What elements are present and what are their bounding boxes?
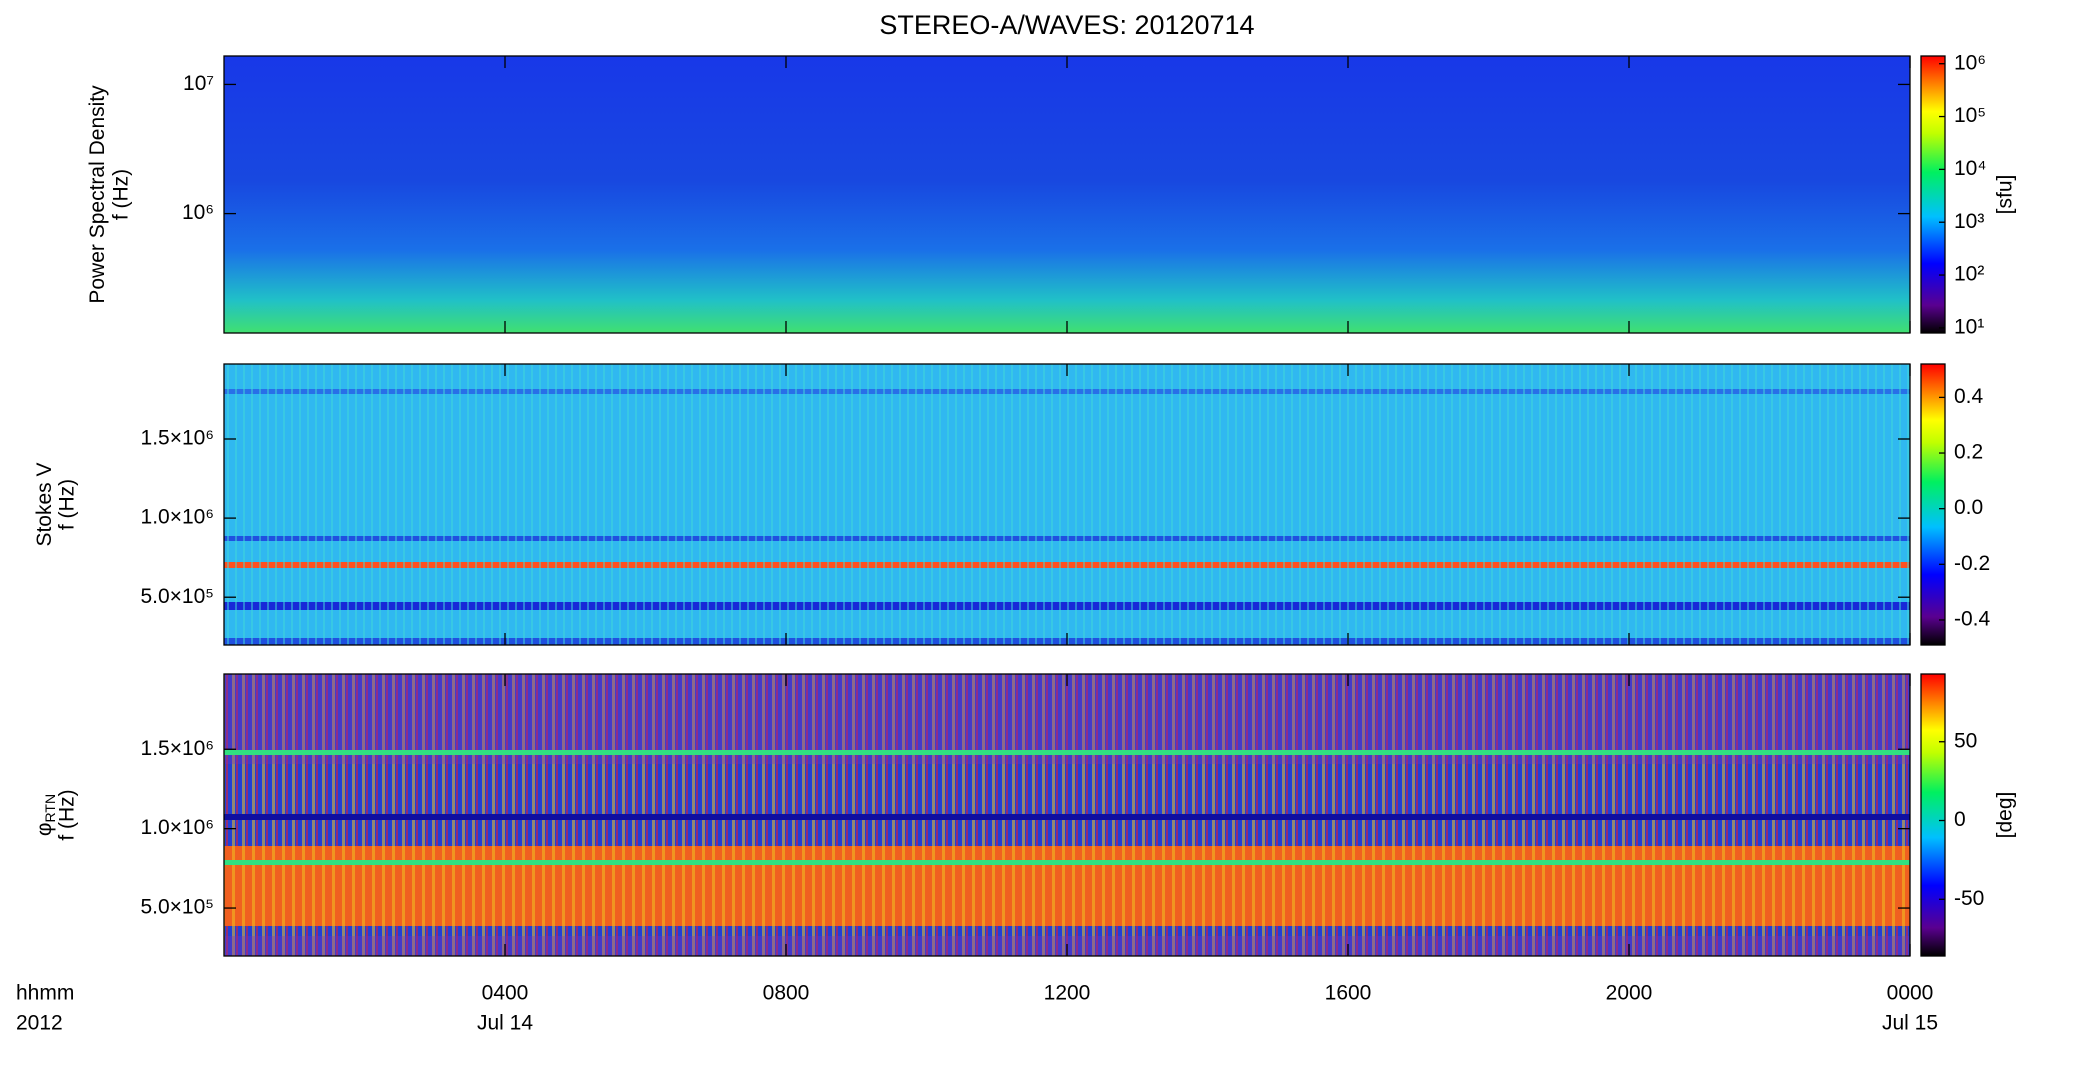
colorbar-tick-label: 10⁴: [1954, 157, 1986, 180]
spectrogram: [224, 364, 1910, 645]
colorbar-frame: [1920, 363, 1946, 646]
chart-title: STEREO-A/WAVES: 20120714: [879, 10, 1254, 40]
x-tick-label: 1600: [1325, 982, 1372, 1005]
colorbar-frame: [1920, 55, 1946, 334]
y-tick-label: 5.0×10⁵: [140, 585, 214, 608]
colorbar-tick-label: 0.4: [1954, 385, 1984, 408]
y-tick-label: 1.5×10⁶: [141, 427, 214, 450]
colorbar: [1921, 364, 1945, 645]
colorbar-frame: [1920, 673, 1946, 957]
spectrogram: [224, 56, 1910, 333]
quantity-subscript: RTN: [42, 794, 58, 823]
colorbar-tick-label: 10³: [1954, 210, 1984, 233]
x-tick-label: 2000: [1606, 982, 1653, 1005]
colorbar: [1921, 674, 1945, 956]
x-tick-label: 0000: [1887, 982, 1934, 1005]
y-tick-label: 1.0×10⁶: [141, 816, 214, 839]
colorbar-tick-label: -0.4: [1954, 608, 1991, 631]
panel-quantity: Stokes V: [33, 462, 56, 546]
x-tick-label: 1200: [1044, 982, 1091, 1005]
colorbar-tick-label: 0.0: [1954, 496, 1983, 519]
y-tick-label: 1.0×10⁶: [141, 506, 214, 529]
x-tick-label: 0400: [482, 982, 529, 1005]
x-date-label: Jul 14: [477, 1012, 533, 1035]
colorbar-tick-label: 10¹: [1954, 315, 1984, 338]
colorbar-tick-label: 10⁶: [1954, 51, 1986, 74]
colorbar-tick-label: 10⁵: [1954, 104, 1986, 127]
quantity-text: Stokes V: [33, 462, 56, 546]
colorbar-tick-label: 10²: [1954, 263, 1984, 286]
y-axis-label: f (Hz): [56, 479, 79, 530]
colorbar-tick-label: -0.2: [1954, 552, 1990, 575]
colorbar-tick-label: 0.2: [1954, 441, 1983, 464]
colorbar-label: [deg]: [1994, 792, 2017, 839]
y-tick-label: 10⁶: [182, 201, 214, 224]
x-axis-label: 2012: [16, 1012, 63, 1035]
y-tick-label: 1.5×10⁶: [141, 737, 214, 760]
y-tick-label: 5.0×10⁵: [140, 896, 214, 919]
y-tick-label: 10⁷: [183, 72, 214, 95]
colorbar-tick-label: 50: [1954, 729, 1977, 752]
panel-quantity: Power Spectral Density: [86, 85, 109, 304]
quantity-text: φ: [33, 822, 56, 836]
x-axis-label: hhmm: [16, 982, 74, 1005]
y-axis-label: f (Hz): [110, 169, 133, 220]
colorbar-tick-label: 0: [1954, 808, 1966, 831]
panel-quantity: φRTN: [33, 794, 58, 836]
x-date-label: Jul 15: [1882, 1012, 1938, 1035]
quantity-text: Power Spectral Density: [86, 85, 109, 304]
spectrogram: [224, 674, 1910, 956]
y-axis-label: f (Hz): [56, 789, 79, 840]
x-tick-label: 0800: [763, 982, 810, 1005]
colorbar-label: [sfu]: [1994, 175, 2017, 215]
colorbar: [1921, 56, 1945, 333]
colorbar-tick-label: -50: [1954, 887, 1984, 910]
